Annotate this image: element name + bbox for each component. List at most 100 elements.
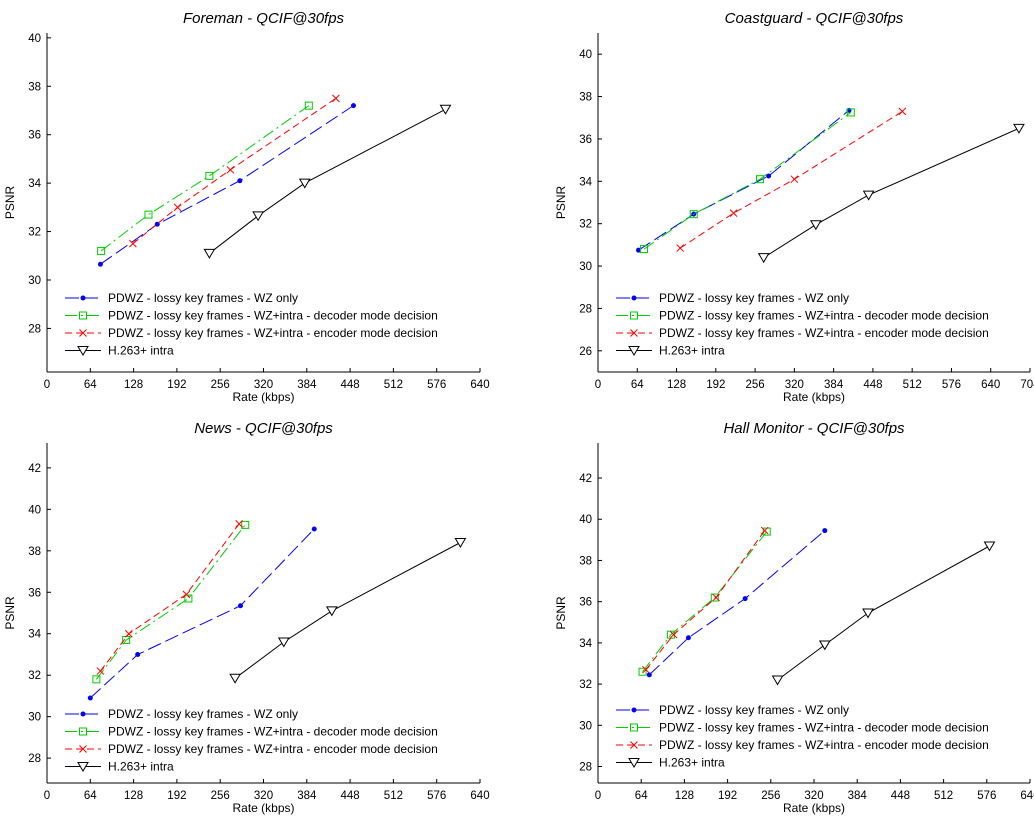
data-point bbox=[685, 635, 691, 641]
chart-title: Hall Monitor - QCIF@30fps bbox=[723, 420, 905, 437]
x-tick-label: 640 bbox=[470, 790, 489, 802]
legend-marker bbox=[79, 727, 87, 736]
x-tick-label: 192 bbox=[167, 790, 186, 802]
data-point bbox=[154, 221, 160, 227]
data-point bbox=[742, 596, 748, 602]
x-tick-label: 256 bbox=[211, 379, 230, 391]
x-tick-label: 192 bbox=[718, 790, 737, 802]
x-tick-label: 320 bbox=[254, 790, 273, 802]
x-axis-label: Rate (kbps) bbox=[232, 801, 294, 815]
y-tick-label: 38 bbox=[28, 81, 41, 93]
y-tick-label: 32 bbox=[28, 227, 41, 239]
x-axis-label: Rate (kbps) bbox=[232, 390, 294, 404]
legend-marker bbox=[77, 346, 89, 356]
y-tick-label: 34 bbox=[28, 178, 41, 190]
data-point bbox=[454, 538, 467, 548]
data-point bbox=[325, 606, 338, 617]
x-tick-label: 640 bbox=[470, 379, 489, 391]
legend-entry: PDWZ - lossy key frames - WZ+intra - dec… bbox=[659, 309, 989, 323]
y-axis-label: PSNR bbox=[3, 596, 17, 630]
panel-3: News - QCIF@30fps 0 64 128 192 256 320 384 448 51… bbox=[3, 420, 490, 815]
x-tick-label: 512 bbox=[384, 379, 403, 391]
legend-marker bbox=[79, 745, 87, 753]
series-line bbox=[679, 110, 903, 249]
y-tick-label: 40 bbox=[579, 514, 592, 526]
legend-entry: H.263+ intra bbox=[108, 344, 174, 358]
legend-marker bbox=[80, 295, 86, 301]
data-point bbox=[771, 675, 784, 686]
x-tick-label: 256 bbox=[745, 379, 764, 391]
legend-marker bbox=[630, 723, 638, 732]
data-point bbox=[983, 541, 996, 552]
series-line bbox=[100, 105, 354, 265]
chart-title: Coastguard - QCIF@30fps bbox=[725, 10, 904, 27]
series-pdwz_enc bbox=[676, 107, 907, 252]
y-tick-label: 26 bbox=[579, 346, 592, 358]
y-tick-label: 34 bbox=[579, 638, 592, 650]
x-tick-label: 640 bbox=[981, 379, 1000, 391]
x-tick-label: 512 bbox=[903, 379, 922, 391]
series-line bbox=[100, 523, 240, 672]
data-point bbox=[898, 107, 907, 116]
data-point bbox=[766, 173, 772, 179]
legend-marker bbox=[631, 707, 637, 713]
x-tick-label: 128 bbox=[667, 379, 686, 391]
series-line bbox=[648, 530, 826, 676]
data-point bbox=[710, 593, 719, 602]
x-tick-label: 384 bbox=[824, 379, 844, 391]
y-tick-label: 28 bbox=[579, 303, 592, 315]
x-tick-label: 576 bbox=[427, 379, 446, 391]
y-tick-label: 30 bbox=[579, 261, 592, 273]
legend-entry: PDWZ - lossy key frames - WZ only bbox=[108, 291, 298, 305]
data-point bbox=[760, 526, 769, 535]
legend-box bbox=[60, 704, 488, 778]
legend-entry: H.263+ intra bbox=[659, 756, 725, 770]
legend-entry: PDWZ - lossy key frames - WZ only bbox=[108, 707, 298, 721]
series-h263 bbox=[757, 123, 1025, 264]
data-point bbox=[818, 640, 831, 651]
data-point bbox=[756, 175, 764, 184]
y-tick-label: 30 bbox=[579, 720, 592, 732]
series-pdwz_wz bbox=[646, 528, 828, 678]
data-point bbox=[237, 178, 243, 184]
x-tick-label: 448 bbox=[341, 379, 360, 391]
data-point bbox=[144, 210, 153, 219]
data-point bbox=[252, 211, 264, 222]
data-point bbox=[822, 528, 828, 534]
legend-marker bbox=[630, 741, 638, 749]
data-point bbox=[790, 175, 799, 184]
x-tick-label: 448 bbox=[863, 379, 882, 391]
series-h263 bbox=[203, 104, 452, 259]
y-tick-label: 40 bbox=[28, 33, 41, 45]
data-point bbox=[332, 94, 340, 103]
x-tick-label: 320 bbox=[254, 379, 273, 391]
legend-marker bbox=[79, 311, 87, 320]
series-pdwz_wz bbox=[636, 107, 852, 253]
legend-entry: PDWZ - lossy key frames - WZ+intra - dec… bbox=[108, 725, 438, 739]
x-tick-label: 384 bbox=[848, 790, 868, 802]
y-axis-label: PSNR bbox=[554, 185, 568, 219]
series-line bbox=[89, 528, 315, 699]
x-tick-label: 640 bbox=[1020, 790, 1034, 802]
x-tick-label: 64 bbox=[84, 379, 97, 391]
data-point bbox=[642, 665, 650, 674]
y-tick-label: 34 bbox=[28, 629, 41, 641]
legend-box bbox=[611, 288, 1034, 362]
series-pdwz_dec bbox=[92, 520, 250, 684]
legend: PDWZ - lossy key frames - WZ only PDWZ - … bbox=[611, 700, 1034, 774]
y-tick-label: 42 bbox=[579, 473, 592, 485]
series-h263 bbox=[229, 538, 467, 684]
legend-entry: PDWZ - lossy key frames - WZ+intra - enc… bbox=[659, 738, 989, 752]
data-point bbox=[237, 603, 243, 609]
series-line bbox=[100, 105, 310, 252]
x-tick-label: 320 bbox=[804, 790, 823, 802]
data-point bbox=[277, 637, 290, 648]
x-tick-label: 64 bbox=[84, 790, 97, 802]
y-tick-label: 38 bbox=[579, 92, 592, 104]
data-point bbox=[809, 220, 822, 231]
data-point bbox=[87, 695, 93, 701]
data-point bbox=[862, 608, 874, 619]
x-tick-label: 128 bbox=[124, 790, 143, 802]
x-tick-label: 384 bbox=[297, 379, 317, 391]
x-tick-label: 256 bbox=[761, 790, 780, 802]
